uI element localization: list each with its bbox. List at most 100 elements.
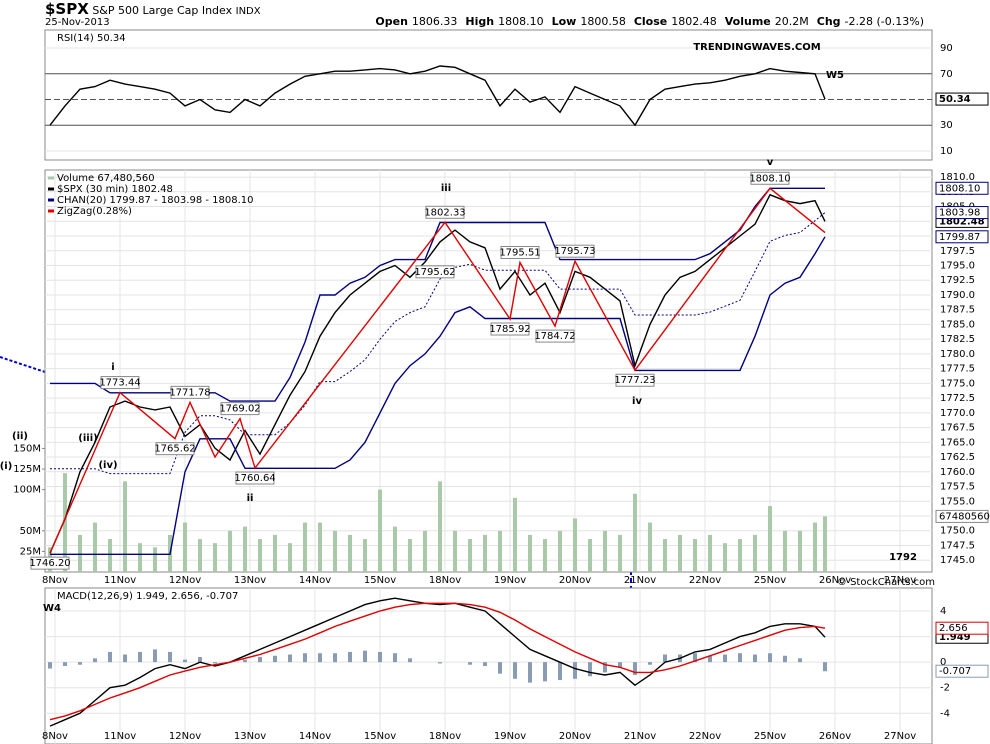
y2-tick-label: 100M <box>13 485 41 496</box>
wave-label: (iv) <box>98 460 117 471</box>
series-line <box>50 212 826 475</box>
volume-bar <box>378 489 382 572</box>
volume-bar <box>663 539 667 572</box>
x-tick-label: 11Nov <box>104 575 136 586</box>
x-tick-label: 8Nov <box>42 731 68 742</box>
panel-title: MACD(12,26,9) 1.949, 2.656, -0.707 <box>57 591 238 602</box>
y-tick-label: 1770.0 <box>940 408 975 419</box>
stat-value: 1800.58 <box>580 15 626 28</box>
value-label-box <box>500 245 540 259</box>
value-label-box <box>615 373 655 387</box>
x-tick-label: 26Nov <box>819 731 851 742</box>
y2-tick-label: 25M <box>20 546 41 557</box>
volume-bar <box>648 522 652 572</box>
wave-label: (ii) <box>12 431 28 442</box>
y-tick-label: 1747.5 <box>940 540 975 551</box>
y-tick-label: 1750.0 <box>940 526 975 537</box>
value-label-box <box>425 205 465 219</box>
last-value-box <box>935 92 989 106</box>
volume-bar <box>528 534 532 572</box>
last-value-box <box>935 181 989 195</box>
histogram-bar <box>258 657 262 663</box>
volume-bar <box>123 481 127 572</box>
y-tick-label: 1755.0 <box>940 496 975 507</box>
volume-bar <box>588 539 592 572</box>
wave-label: W5 <box>826 70 844 81</box>
value-label-box <box>100 376 140 390</box>
y2-tick-label: 125M <box>13 464 41 475</box>
value-label-box <box>535 329 575 343</box>
source: © StockCharts.com <box>837 577 935 588</box>
date: 25-Nov-2013 <box>45 17 110 28</box>
histogram-bar <box>363 650 367 663</box>
y-tick-label: 1777.5 <box>940 364 975 375</box>
last-value: -0.707 <box>939 666 971 677</box>
value-label-box <box>170 385 210 399</box>
value-label: 1746.20 <box>29 558 70 569</box>
volume-bar <box>603 530 607 572</box>
x-tick-label: 12Nov <box>169 731 201 742</box>
histogram-bar <box>588 662 592 677</box>
stat-label: Low <box>551 15 577 28</box>
stat-label: Open <box>375 15 408 28</box>
x-tick-label: 22Nov <box>689 731 721 742</box>
x-tick-label: 26Nov <box>819 575 851 586</box>
y-tick-label: 1785.0 <box>940 319 975 330</box>
last-value: 50.34 <box>939 94 971 105</box>
volume-bar <box>558 530 562 572</box>
last-value-box <box>935 206 989 220</box>
y-tick-label: 1782.5 <box>940 334 975 345</box>
histogram-bar <box>498 662 502 674</box>
value-label: 1784.72 <box>534 331 575 342</box>
volume-bar <box>78 534 82 572</box>
last-value: 1802.48 <box>939 216 985 227</box>
stat-value: 1802.48 <box>671 15 717 28</box>
volume-bar <box>693 539 697 572</box>
histogram-bar <box>633 662 637 675</box>
y-tick-label: 30 <box>940 120 953 131</box>
value-label-box <box>555 244 595 258</box>
value-label-box <box>155 442 195 456</box>
wave-label: (iii) <box>78 433 97 444</box>
y-tick-label: -4 <box>940 708 950 719</box>
wave-label: 1792 <box>889 552 917 563</box>
volume-bar <box>438 481 442 572</box>
symbol: $SPX <box>45 0 89 18</box>
series-line <box>49 597 826 727</box>
wave-label: iv <box>632 396 642 407</box>
index-name: S&P 500 Large Cap Index <box>92 4 233 17</box>
x-tick-label: 21Nov <box>624 575 656 586</box>
volume-bar <box>318 522 322 572</box>
y-tick-label: 1792.5 <box>940 275 975 286</box>
histogram-bar <box>303 653 307 663</box>
x-tick-label: 25Nov <box>754 731 786 742</box>
y-tick-label: 1767.5 <box>940 423 975 434</box>
stat-value: 1806.33 <box>411 15 458 28</box>
stat-label: Volume <box>724 15 771 28</box>
last-value-box <box>935 230 989 244</box>
value-label-box <box>220 402 260 416</box>
volume-bar <box>468 539 472 572</box>
volume-bar <box>63 473 67 572</box>
volume-bar <box>423 530 427 572</box>
histogram-bar <box>768 653 772 663</box>
volume-bar <box>513 497 517 572</box>
volume-bar <box>738 539 742 572</box>
x-tick-label: 19Nov <box>494 575 526 586</box>
volume-bar <box>213 543 217 572</box>
symbol-line: $SPX S&P 500 Large Cap Index INDX <box>45 0 261 18</box>
stat-value: -2.28 (-0.13%) <box>844 15 924 28</box>
y-tick-label: 1745.0 <box>940 555 975 566</box>
histogram-bar <box>138 651 142 663</box>
last-value: 2.656 <box>939 623 968 634</box>
last-value: 67480560 <box>939 511 990 522</box>
histogram-bar <box>723 654 727 663</box>
histogram-bar <box>783 655 787 663</box>
x-tick-label: 20Nov <box>559 575 591 586</box>
stat-value: 20.2M <box>774 15 809 28</box>
volume-bar <box>93 522 97 572</box>
volume-bar <box>498 530 502 572</box>
histogram-bar <box>693 653 697 663</box>
y-tick-label: 1765.0 <box>940 437 975 448</box>
value-label-box <box>750 171 790 185</box>
